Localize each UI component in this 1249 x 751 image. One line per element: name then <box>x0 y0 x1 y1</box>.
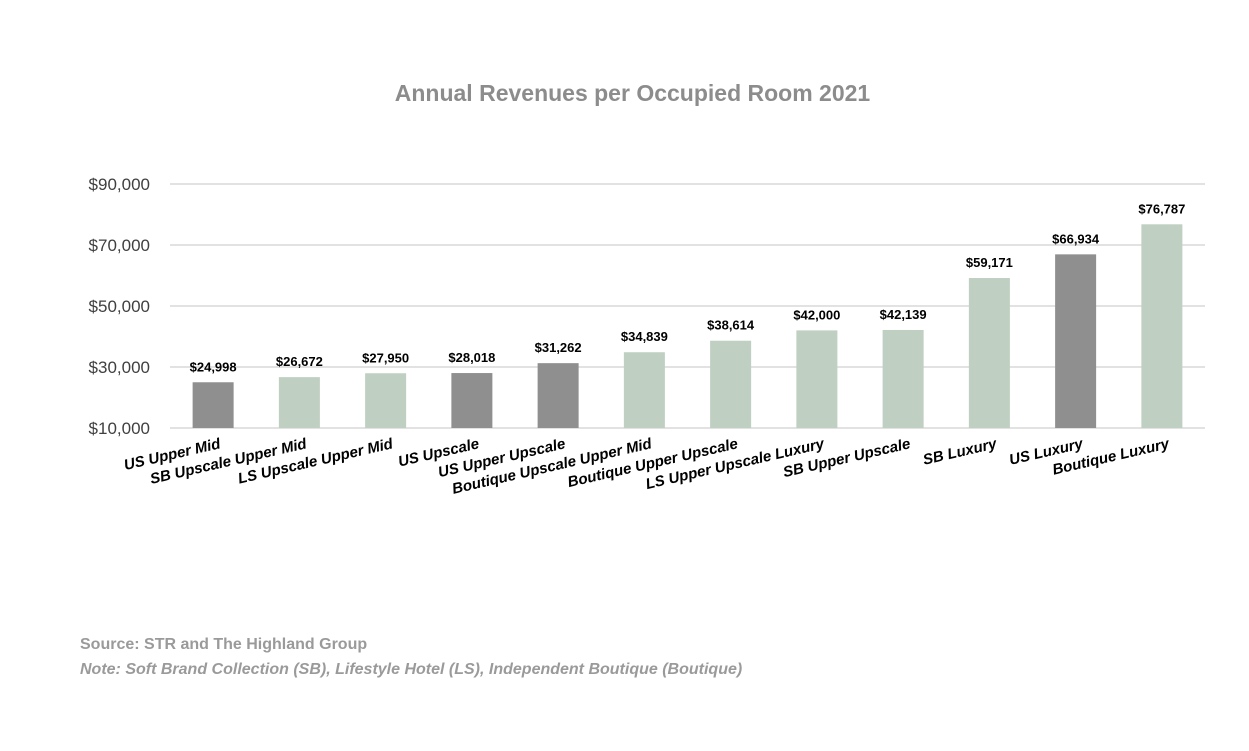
y-tick-label: $10,000 <box>89 419 150 438</box>
bar <box>968 278 1010 428</box>
bar-value-label: $59,171 <box>966 255 1013 270</box>
bar <box>623 352 665 428</box>
bar <box>451 373 493 428</box>
y-axis-ticks: $10,000 $30,000 $50,000 $70,000 $90,000 <box>89 175 150 438</box>
bar-value-label: $27,950 <box>362 350 409 365</box>
bar <box>1055 254 1097 428</box>
bar <box>278 377 320 428</box>
bar-chart: $10,000 $30,000 $50,000 $70,000 $90,000 $24,… <box>89 175 1205 498</box>
bar-value-label: $76,787 <box>1138 201 1185 216</box>
x-tick-label: SB Luxury <box>921 435 999 469</box>
bar <box>1141 224 1183 428</box>
bar-value-label: $66,934 <box>1052 231 1100 246</box>
bar-value-label: $26,672 <box>276 354 323 369</box>
abbreviation-note: Note: Soft Brand Collection (SB), Lifest… <box>80 661 743 678</box>
chart-title: Annual Revenues per Occupied Room 2021 <box>394 80 871 106</box>
bar-value-label: $24,998 <box>190 359 237 374</box>
bar-value-labels: $24,998 $26,672 $27,950 $28,018 $31,262 $34,8… <box>190 201 1186 374</box>
bar <box>365 373 407 428</box>
bar <box>537 363 579 428</box>
bar-value-label: $42,139 <box>880 307 927 322</box>
y-tick-label: $30,000 <box>89 358 150 377</box>
bar <box>796 330 838 428</box>
gridlines <box>170 183 1205 429</box>
y-tick-label: $50,000 <box>89 297 150 316</box>
bars <box>192 224 1183 428</box>
bar-value-label: $34,839 <box>621 329 668 344</box>
bar <box>710 340 752 428</box>
bar <box>882 329 924 428</box>
y-tick-label: $90,000 <box>89 175 150 194</box>
bar-value-label: $38,614 <box>707 318 755 333</box>
bar <box>192 382 234 428</box>
y-tick-label: $70,000 <box>89 236 150 255</box>
bar-value-label: $42,000 <box>793 307 840 322</box>
source-note: Source: STR and The Highland Group <box>80 636 368 653</box>
bar-value-label: $31,262 <box>535 340 582 355</box>
bar-value-label: $28,018 <box>448 350 495 365</box>
